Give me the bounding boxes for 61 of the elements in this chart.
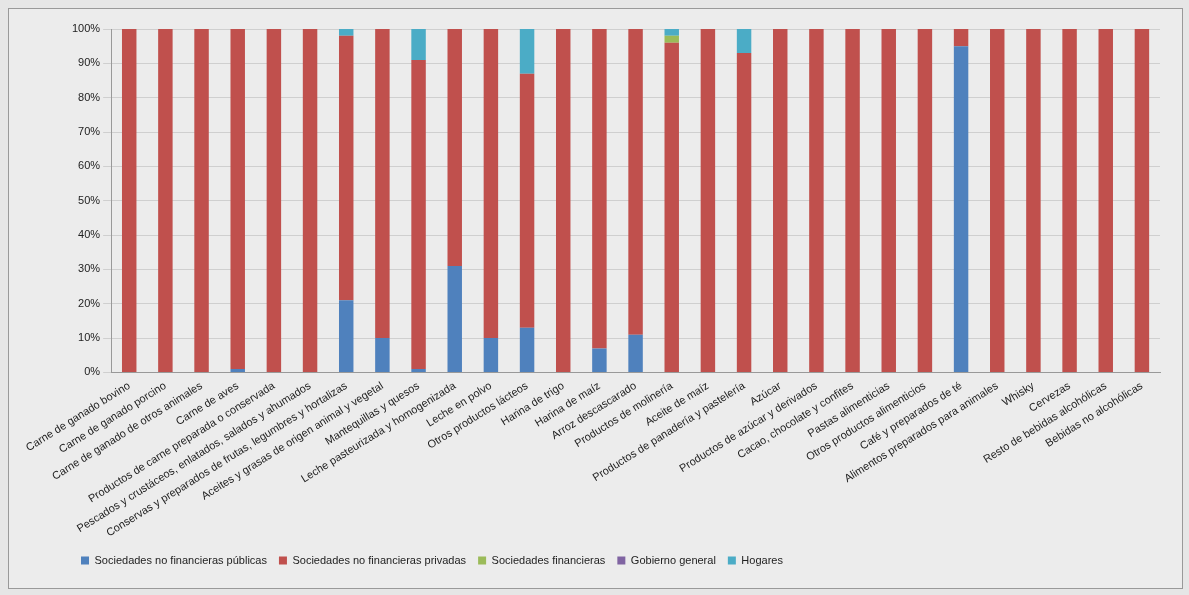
bar	[664, 29, 679, 36]
bar	[338, 35, 354, 301]
bar	[230, 369, 245, 372]
y-tick-label: 0%	[84, 365, 101, 378]
bar	[158, 29, 173, 372]
legend-label: Sociedades no financieras privadas	[292, 553, 467, 566]
legend-label: Hogares	[741, 553, 784, 566]
bar	[664, 35, 679, 43]
y-tick-label: 90%	[78, 56, 101, 69]
bar	[1098, 29, 1113, 372]
bar	[519, 73, 535, 328]
bar	[736, 53, 752, 372]
y-tick-label: 60%	[78, 159, 101, 172]
bar	[447, 265, 462, 372]
bar	[953, 29, 969, 47]
bar	[773, 29, 788, 372]
bar	[556, 29, 571, 372]
bar	[592, 29, 607, 349]
y-tick-label: 10%	[78, 331, 101, 344]
y-tick-label: 70%	[78, 125, 101, 138]
bar	[447, 29, 462, 266]
bar	[266, 29, 282, 372]
legend-label: Sociedades no financieras públicas	[94, 553, 268, 566]
bar	[375, 338, 390, 372]
bar	[411, 59, 426, 370]
legend-label: Gobierno general	[630, 553, 716, 566]
bar	[483, 29, 499, 339]
bar	[953, 46, 969, 372]
bar	[1134, 29, 1150, 372]
bar	[664, 42, 679, 372]
bar	[121, 29, 137, 372]
bar	[917, 29, 933, 372]
y-tick-label: 20%	[78, 296, 101, 309]
bar	[592, 348, 607, 372]
bar	[809, 29, 824, 372]
bar	[194, 29, 209, 372]
bar	[411, 369, 426, 372]
bar	[302, 29, 318, 372]
legend-label: Sociedades financieras	[491, 553, 606, 566]
bar	[411, 29, 426, 60]
bar	[338, 29, 354, 36]
bar	[628, 29, 643, 335]
bar	[845, 29, 860, 372]
bar	[519, 327, 535, 372]
y-tick-label: 40%	[78, 228, 101, 241]
bar	[881, 29, 896, 372]
bar	[230, 29, 245, 370]
bar	[990, 29, 1005, 372]
bar	[700, 29, 716, 372]
bar	[1062, 29, 1077, 372]
bar	[628, 334, 643, 372]
bar	[375, 29, 390, 339]
bar	[483, 338, 499, 372]
y-tick-label: 50%	[78, 193, 101, 206]
bar	[338, 300, 354, 372]
bar	[519, 29, 535, 74]
bar	[736, 29, 752, 54]
y-tick-label: 30%	[78, 262, 101, 275]
y-tick-label: 100%	[71, 22, 101, 35]
bar	[1026, 29, 1041, 372]
y-tick-label: 80%	[78, 90, 101, 103]
